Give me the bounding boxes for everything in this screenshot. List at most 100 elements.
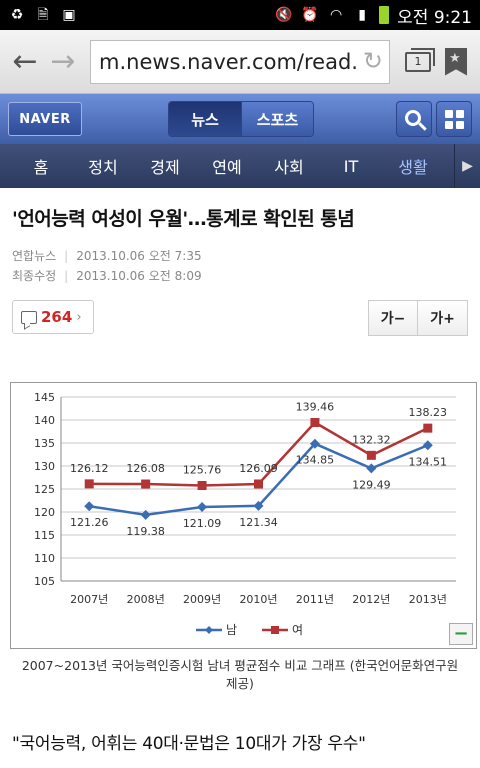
- bookmark-button[interactable]: [438, 40, 474, 84]
- modified-label: 최종수정: [12, 269, 57, 283]
- category-politics[interactable]: 정치: [88, 158, 118, 177]
- modified-date: 2013.10.06 오전 8:09: [76, 269, 202, 283]
- naver-logo[interactable]: NAVER: [8, 102, 82, 136]
- data-point-male: [84, 501, 95, 512]
- score-chart: 105 110 115 120 125 130 135 140 145 2007년 2008년 200…: [10, 382, 477, 649]
- battery-icon: [379, 6, 390, 24]
- font-larger-button[interactable]: 가+: [418, 300, 468, 336]
- data-point-male: [366, 463, 377, 474]
- data-label-female: 126.08: [126, 462, 165, 475]
- clock: 오전 9:21: [397, 7, 472, 28]
- x-tick-label: 2011년: [296, 593, 334, 606]
- data-point-male: [309, 438, 320, 449]
- legend-label: 남: [226, 623, 237, 637]
- alarm-icon: ⏰: [301, 7, 319, 23]
- data-label-female: 126.12: [70, 462, 109, 475]
- tab-sports[interactable]: 스포츠: [241, 102, 313, 136]
- collapse-image-button[interactable]: −: [449, 623, 473, 645]
- signal-icon: ▮: [358, 7, 366, 23]
- x-tick-label: 2013년: [409, 593, 447, 606]
- data-label-male: 129.49: [352, 478, 391, 491]
- article: '언어능력 여성이 우월'…통계로 확인된 통념 연합뉴스 | 2013.10.…: [0, 206, 480, 754]
- data-label-female: 138.23: [409, 406, 448, 419]
- data-label-female: 132.32: [352, 433, 391, 446]
- data-point-male: [140, 509, 151, 520]
- category-entertainment[interactable]: 연예: [212, 158, 242, 177]
- meta-divider: |: [64, 269, 69, 283]
- y-tick-label: 110: [34, 552, 55, 565]
- reload-icon[interactable]: ↻: [362, 46, 383, 75]
- recycle-icon: ♻: [10, 7, 24, 23]
- chevron-right-icon: ▶: [462, 158, 473, 174]
- forward-button[interactable]: →: [44, 40, 82, 84]
- comments-button[interactable]: 264 ›: [12, 300, 94, 334]
- data-label-female: 126.09: [239, 462, 278, 475]
- x-tick-label: 2007년: [70, 593, 108, 606]
- bookmark-icon: [445, 47, 467, 76]
- bookmark-notification-icon: 🗎: [37, 7, 49, 23]
- category-nav: 홈 정치 경제 연예 사회 IT 생활 ▶: [0, 144, 480, 188]
- legend-marker-female: [271, 626, 279, 634]
- data-point-female: [254, 479, 263, 489]
- wifi-icon: ◠: [330, 7, 343, 23]
- y-tick-label: 115: [34, 529, 55, 542]
- data-label-male: 134.51: [409, 455, 448, 468]
- arrow-right-icon: →: [50, 44, 76, 79]
- article-toolbar: 264 › 가− 가+: [12, 300, 468, 336]
- data-point-female: [197, 481, 207, 491]
- legend-label: 여: [292, 623, 303, 637]
- article-meta: 연합뉴스 | 2013.10.06 오전 7:35 최종수정 | 2013.10…: [12, 246, 468, 286]
- tabs-icon: 1: [405, 47, 435, 72]
- font-smaller-button[interactable]: 가−: [368, 300, 418, 336]
- grid-icon: [444, 109, 464, 129]
- meta-divider: |: [64, 249, 69, 263]
- data-point-female: [310, 417, 320, 427]
- x-tick-label: 2009년: [183, 593, 221, 606]
- published-date: 2013.10.06 오전 7:35: [76, 249, 202, 263]
- font-size-controls: 가− 가+: [368, 300, 468, 336]
- menu-button[interactable]: [436, 101, 472, 137]
- image-notification-icon: ▣: [62, 7, 76, 23]
- category-society[interactable]: 사회: [274, 158, 304, 177]
- article-subheading: "국어능력, 어휘는 40대·문법은 10대가 가장 우수": [12, 734, 366, 754]
- data-label-male: 121.09: [183, 517, 222, 530]
- section-tabs: 뉴스 스포츠: [168, 101, 314, 137]
- x-tick-label: 2010년: [239, 593, 277, 606]
- data-point-female: [366, 450, 376, 460]
- data-label-female: 125.76: [183, 464, 222, 477]
- category-economy[interactable]: 경제: [150, 158, 180, 177]
- data-point-female: [423, 423, 433, 433]
- article-source: 연합뉴스: [12, 249, 57, 263]
- data-label-male: 121.26: [70, 516, 109, 529]
- category-home[interactable]: 홈: [33, 158, 49, 177]
- comment-icon: [21, 310, 37, 324]
- url-text: m.news.naver.com/read.: [99, 49, 358, 74]
- category-life[interactable]: 생활: [398, 158, 428, 177]
- series-line-female: [89, 420, 429, 487]
- data-point-female: [84, 479, 94, 489]
- y-tick-label: 130: [34, 460, 55, 473]
- back-button[interactable]: ←: [6, 40, 44, 84]
- data-label-male: 134.85: [296, 454, 335, 467]
- category-more-button[interactable]: ▶: [454, 144, 480, 188]
- legend-marker-male: [205, 626, 213, 634]
- tabs-button[interactable]: 1: [398, 40, 438, 84]
- x-tick-label: 2008년: [127, 593, 165, 606]
- y-tick-label: 105: [34, 575, 55, 588]
- comment-count: 264: [41, 308, 73, 326]
- category-it[interactable]: IT: [343, 156, 359, 176]
- data-point-male: [253, 500, 264, 511]
- image-caption: 2007~2013년 국어능력인증시험 남녀 평균점수 비교 그래프 (한국언어…: [21, 658, 459, 691]
- data-label-male: 119.38: [126, 525, 165, 538]
- arrow-left-icon: ←: [12, 44, 38, 79]
- url-field[interactable]: m.news.naver.com/read. ↻: [90, 39, 390, 84]
- y-tick-label: 125: [34, 483, 55, 496]
- naver-header: NAVER 뉴스 스포츠: [0, 94, 480, 144]
- search-button[interactable]: [396, 101, 432, 137]
- search-icon: [404, 109, 421, 126]
- y-tick-label: 135: [34, 437, 55, 450]
- tab-news[interactable]: 뉴스: [169, 102, 241, 136]
- data-point-female: [141, 479, 151, 489]
- browser-toolbar: ← → m.news.naver.com/read. ↻ 1: [0, 30, 480, 94]
- y-tick-label: 145: [34, 391, 55, 404]
